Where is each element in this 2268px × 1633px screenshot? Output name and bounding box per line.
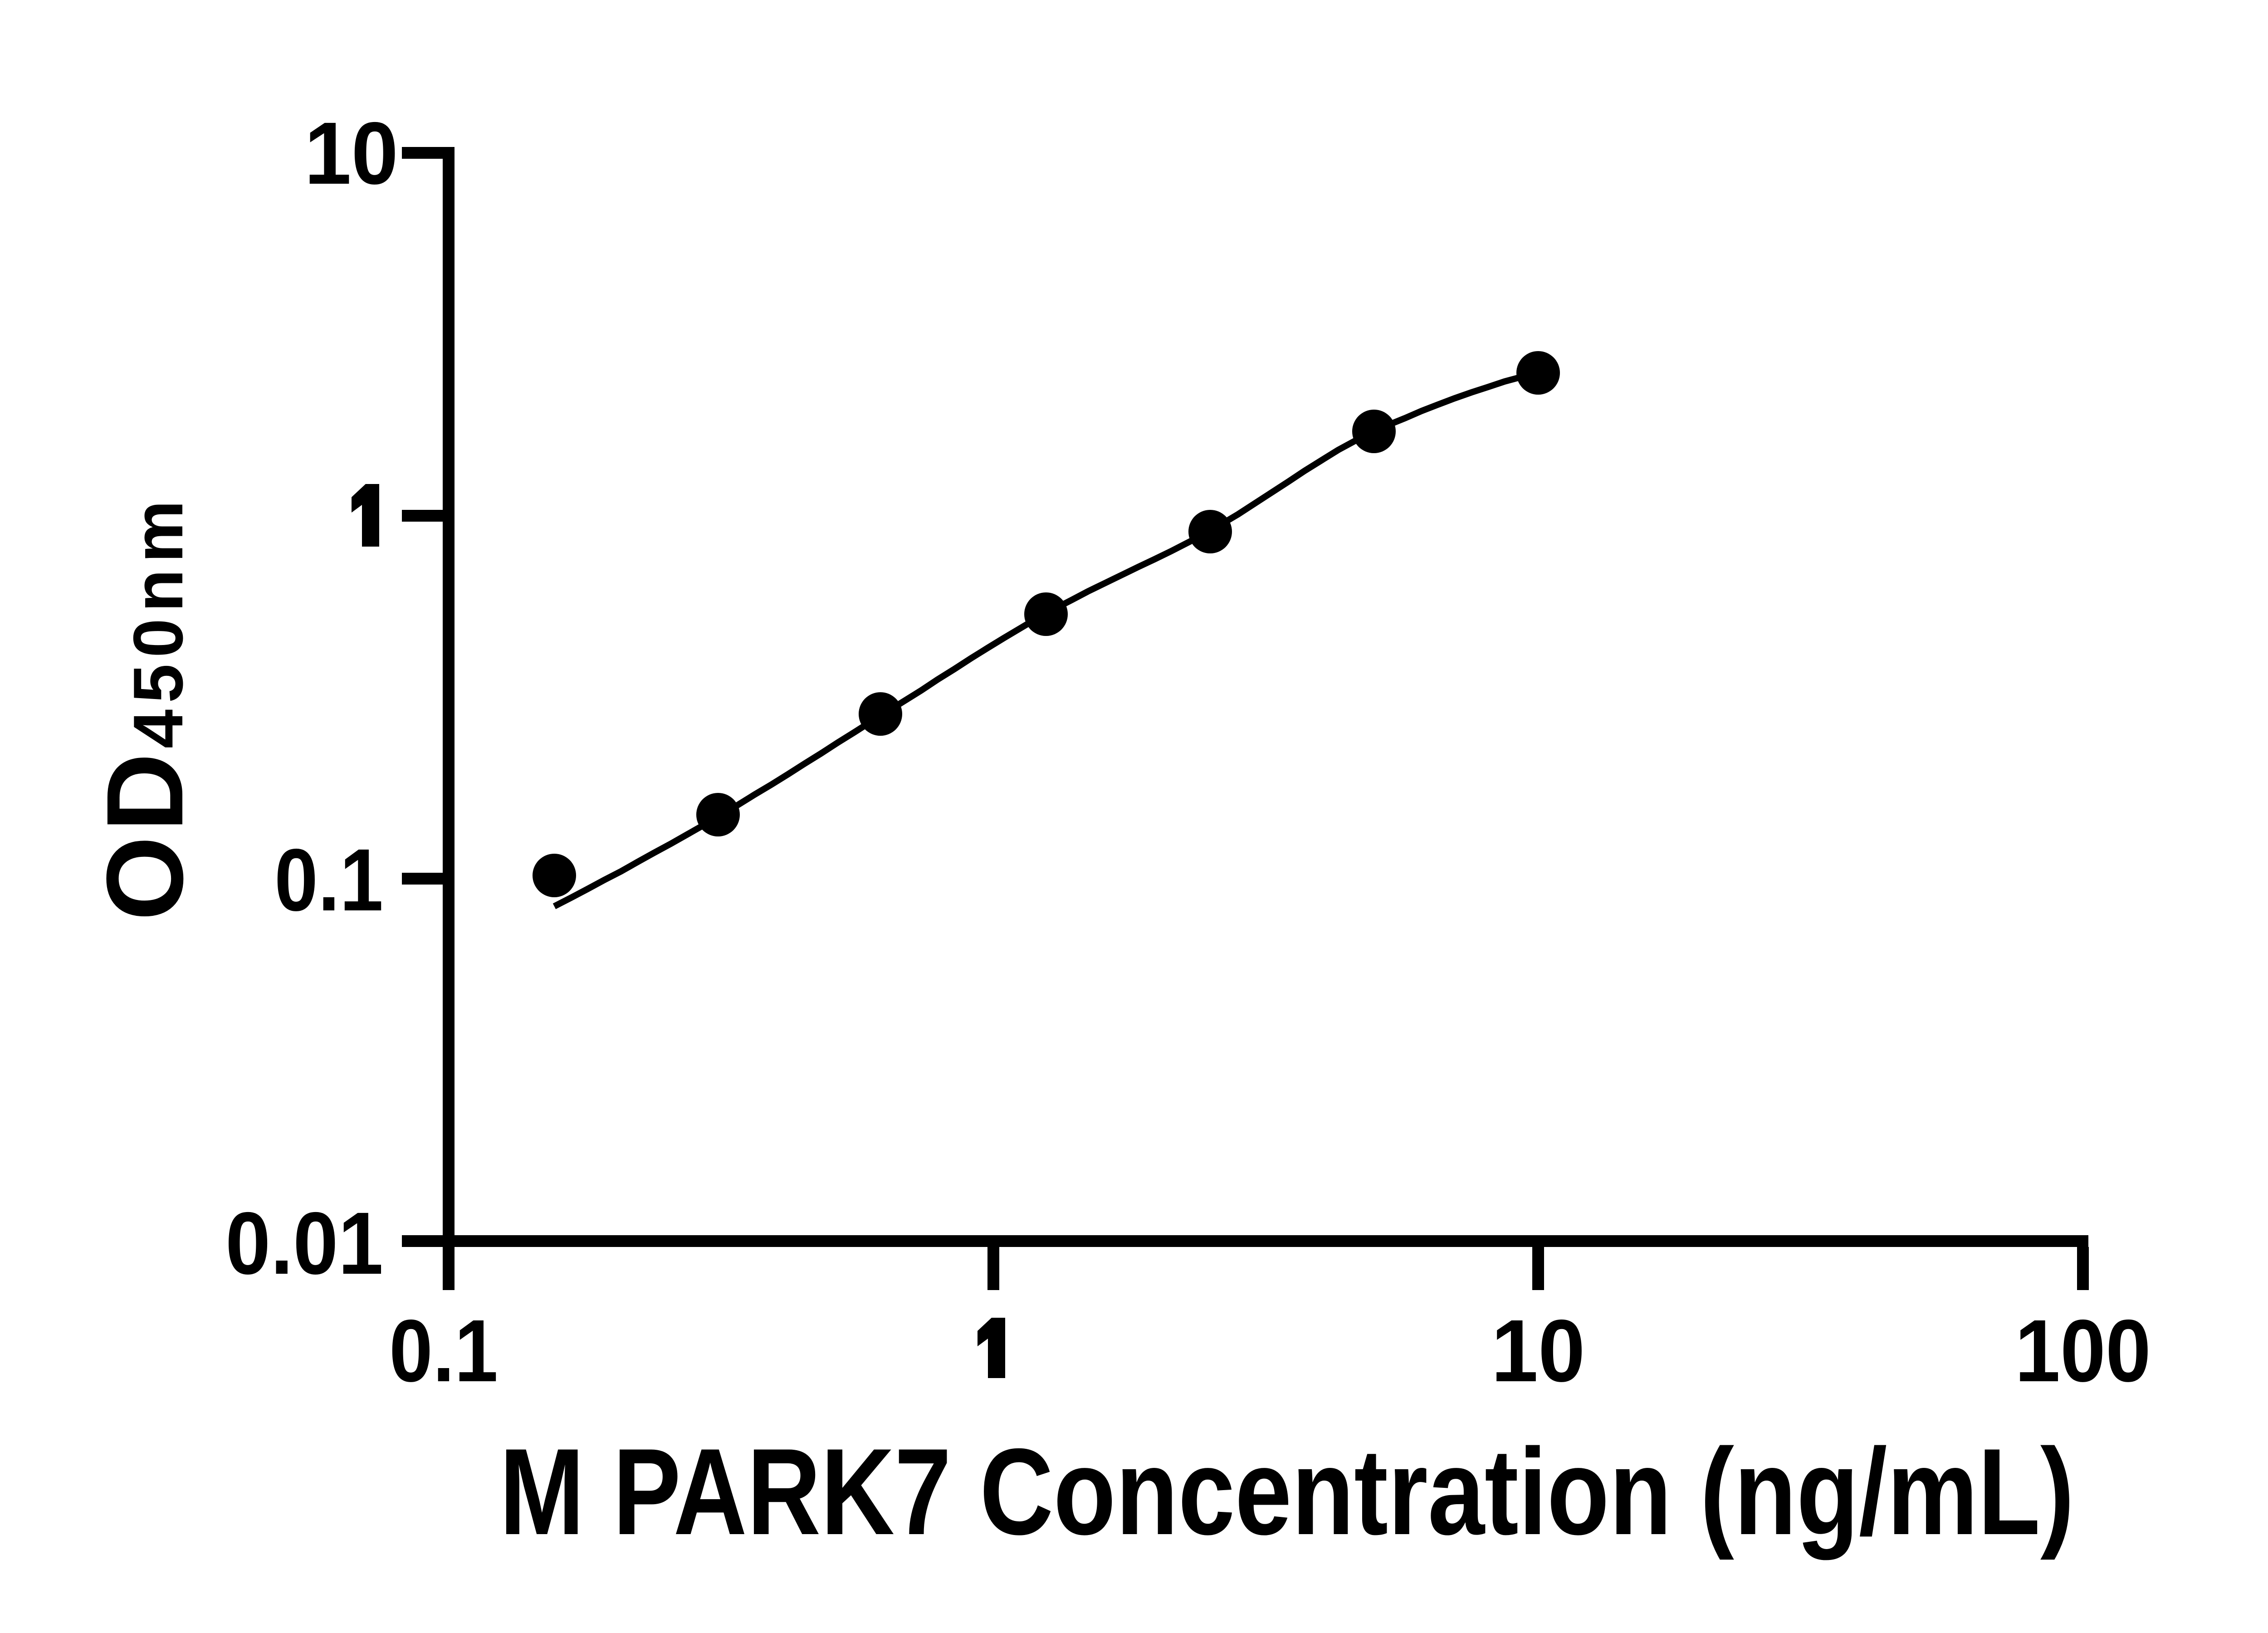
svg-text:0.01: 0.01 [225, 1194, 383, 1293]
svg-text:10: 10 [1491, 1301, 1585, 1400]
svg-text:10: 10 [304, 104, 398, 203]
svg-text:M PARK7 Concentration (ng/mL): M PARK7 Concentration (ng/mL) [499, 1423, 2074, 1561]
svg-text:0.1: 0.1 [274, 831, 383, 929]
svg-text:100: 100 [2015, 1301, 2151, 1400]
svg-text:0.1: 0.1 [389, 1301, 498, 1400]
